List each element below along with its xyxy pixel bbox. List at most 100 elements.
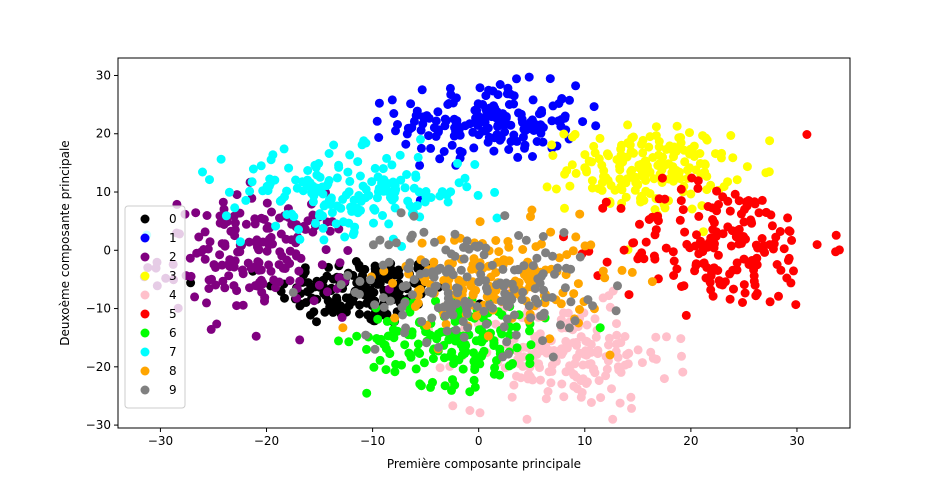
data-point [509, 284, 519, 294]
data-point [597, 185, 607, 195]
data-point [440, 121, 450, 131]
data-point [740, 204, 749, 214]
data-point [496, 278, 505, 288]
legend-marker [140, 290, 150, 300]
data-point [295, 234, 305, 244]
data-point [355, 300, 365, 310]
data-point [514, 108, 523, 118]
data-point [547, 140, 557, 150]
data-point [544, 367, 554, 377]
data-point [254, 258, 264, 268]
data-point [216, 154, 226, 164]
data-point [403, 123, 413, 133]
data-point [615, 398, 625, 408]
data-point [556, 320, 565, 330]
data-point [472, 311, 482, 321]
data-point [535, 375, 545, 385]
data-point [528, 261, 538, 271]
data-point [451, 325, 461, 335]
data-point [233, 247, 243, 257]
data-point [308, 181, 318, 191]
data-point [526, 212, 535, 222]
data-point [554, 99, 564, 108]
data-point [512, 74, 521, 84]
data-point [481, 243, 491, 253]
data-point [387, 95, 397, 105]
data-point [738, 298, 747, 307]
data-point [566, 297, 576, 307]
data-point [384, 219, 394, 229]
data-point [591, 121, 601, 131]
data-point [495, 370, 505, 380]
data-point [520, 140, 530, 150]
data-point [285, 259, 295, 268]
data-point [322, 271, 332, 281]
data-point [370, 205, 380, 215]
data-point [374, 336, 384, 346]
y-axis-ticks: −30 −20 −10 0 10 20 30 [86, 68, 118, 432]
data-point [526, 313, 536, 323]
data-point [500, 117, 510, 127]
data-point [783, 213, 793, 223]
data-point [802, 130, 812, 139]
data-point [309, 296, 319, 306]
data-point [241, 219, 251, 229]
data-point [374, 133, 384, 142]
data-point [739, 280, 749, 290]
data-point [287, 235, 297, 245]
data-point [462, 309, 472, 319]
data-point [410, 302, 420, 311]
data-point [294, 225, 303, 234]
data-point [409, 116, 419, 126]
data-point [531, 242, 541, 252]
data-point [277, 251, 287, 261]
data-point [676, 196, 686, 206]
data-point [499, 322, 509, 332]
x-tick-label: 30 [789, 434, 804, 448]
data-point [703, 202, 713, 211]
data-point [525, 359, 535, 369]
data-point [363, 310, 373, 320]
data-point [415, 269, 425, 279]
data-point [657, 173, 667, 183]
data-point [528, 152, 537, 161]
data-point [635, 251, 645, 261]
data-point [698, 227, 708, 237]
legend-item: 9 [140, 383, 177, 397]
data-point [650, 230, 660, 240]
data-point [538, 336, 548, 346]
data-point [379, 302, 389, 312]
series-5 [559, 130, 844, 320]
y-tick-label: 0 [103, 243, 111, 257]
data-point [482, 286, 492, 296]
data-point [472, 302, 482, 311]
data-point [638, 148, 648, 158]
data-point [661, 243, 671, 253]
data-point [731, 232, 741, 242]
data-point [598, 203, 608, 213]
data-point [334, 336, 343, 346]
data-point [588, 301, 598, 311]
data-point [600, 273, 610, 283]
data-point [604, 151, 613, 161]
data-point [190, 292, 200, 302]
data-point [417, 317, 427, 326]
data-point [465, 119, 475, 129]
data-point [388, 278, 398, 288]
data-point [391, 238, 401, 248]
data-point [732, 175, 742, 185]
data-point [493, 122, 503, 132]
data-point [200, 254, 210, 264]
data-point [626, 146, 636, 156]
data-point [353, 157, 363, 167]
data-point [401, 139, 411, 149]
data-point [546, 378, 556, 388]
data-point [550, 269, 559, 279]
data-point [370, 300, 380, 310]
data-point [765, 297, 775, 307]
data-point [318, 223, 328, 233]
data-point [612, 319, 621, 329]
data-point [474, 325, 484, 335]
data-point [728, 153, 738, 163]
data-point [566, 264, 576, 274]
